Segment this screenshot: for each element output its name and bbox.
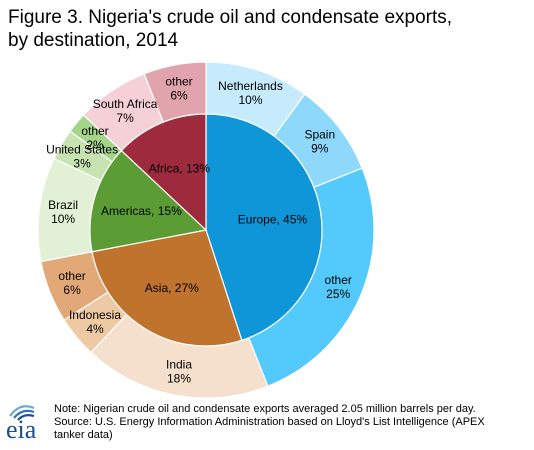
outer-label-india-18-3: India 18% bbox=[166, 357, 192, 385]
outer-label-other-6-5: other 6% bbox=[58, 269, 85, 297]
footer-note: Note: Nigerian crude oil and condensate … bbox=[54, 403, 530, 442]
inner-label-americas-15: Americas, 15% bbox=[101, 204, 182, 218]
source-text-line-2: tanker data) bbox=[54, 429, 113, 441]
outer-label-netherlands-10-0: Netherlands 10% bbox=[218, 79, 283, 107]
outer-label-other-25-2: other 25% bbox=[325, 273, 352, 301]
outer-label-other-6-10: other 6% bbox=[165, 75, 192, 103]
chart-title-line-2: by destination, 2014 bbox=[8, 30, 179, 51]
outer-label-other-2-8: other 2% bbox=[81, 124, 108, 152]
outer-label-united-states-3-7: United States 3% bbox=[46, 143, 118, 171]
inner-pie bbox=[89, 113, 323, 347]
inner-labels: Europe, 45% Asia, 27% Americas, 15% Africa,… bbox=[101, 161, 307, 295]
inner-label-europe-45: Europe, 45% bbox=[238, 213, 308, 227]
inner-slice-americas-15 bbox=[89, 149, 208, 253]
outer-label-spain-9-1: Spain 9% bbox=[304, 128, 335, 156]
inner-label-africa-13: Africa, 13% bbox=[149, 161, 211, 175]
chart-title-line-1: Figure 3. Nigeria's crude oil and conden… bbox=[8, 7, 453, 28]
eia-logo-arcs bbox=[9, 405, 35, 421]
source-text-line-1: Source: U.S. Energy Information Administ… bbox=[54, 416, 485, 428]
outer-label-brazil-10-6: Brazil 10% bbox=[48, 198, 78, 226]
outer-label-south-africa-7-9: South Africa 7% bbox=[93, 97, 158, 125]
chart-title: Figure 3. Nigeria's crude oil and conden… bbox=[8, 6, 528, 52]
inner-label-asia-27: Asia, 27% bbox=[145, 281, 199, 295]
inner-slice-africa-13 bbox=[120, 113, 207, 232]
outer-labels: Netherlands 10% Spain 9% other 25% India 18% Ind… bbox=[46, 75, 352, 386]
donut-chart: Netherlands 10% Spain 9% other 25% India 18% Ind… bbox=[37, 61, 375, 399]
note-text: Note: Nigerian crude oil and condensate … bbox=[54, 403, 476, 415]
outer-label-indonesia-4-4: Indonesia 4% bbox=[69, 308, 121, 336]
eia-logo-text: eia bbox=[6, 415, 37, 444]
eia-logo: eia bbox=[6, 405, 37, 444]
inner-slice-europe-45 bbox=[205, 113, 323, 342]
inner-slice-asia-27 bbox=[91, 229, 243, 347]
outer-ring bbox=[37, 61, 375, 399]
